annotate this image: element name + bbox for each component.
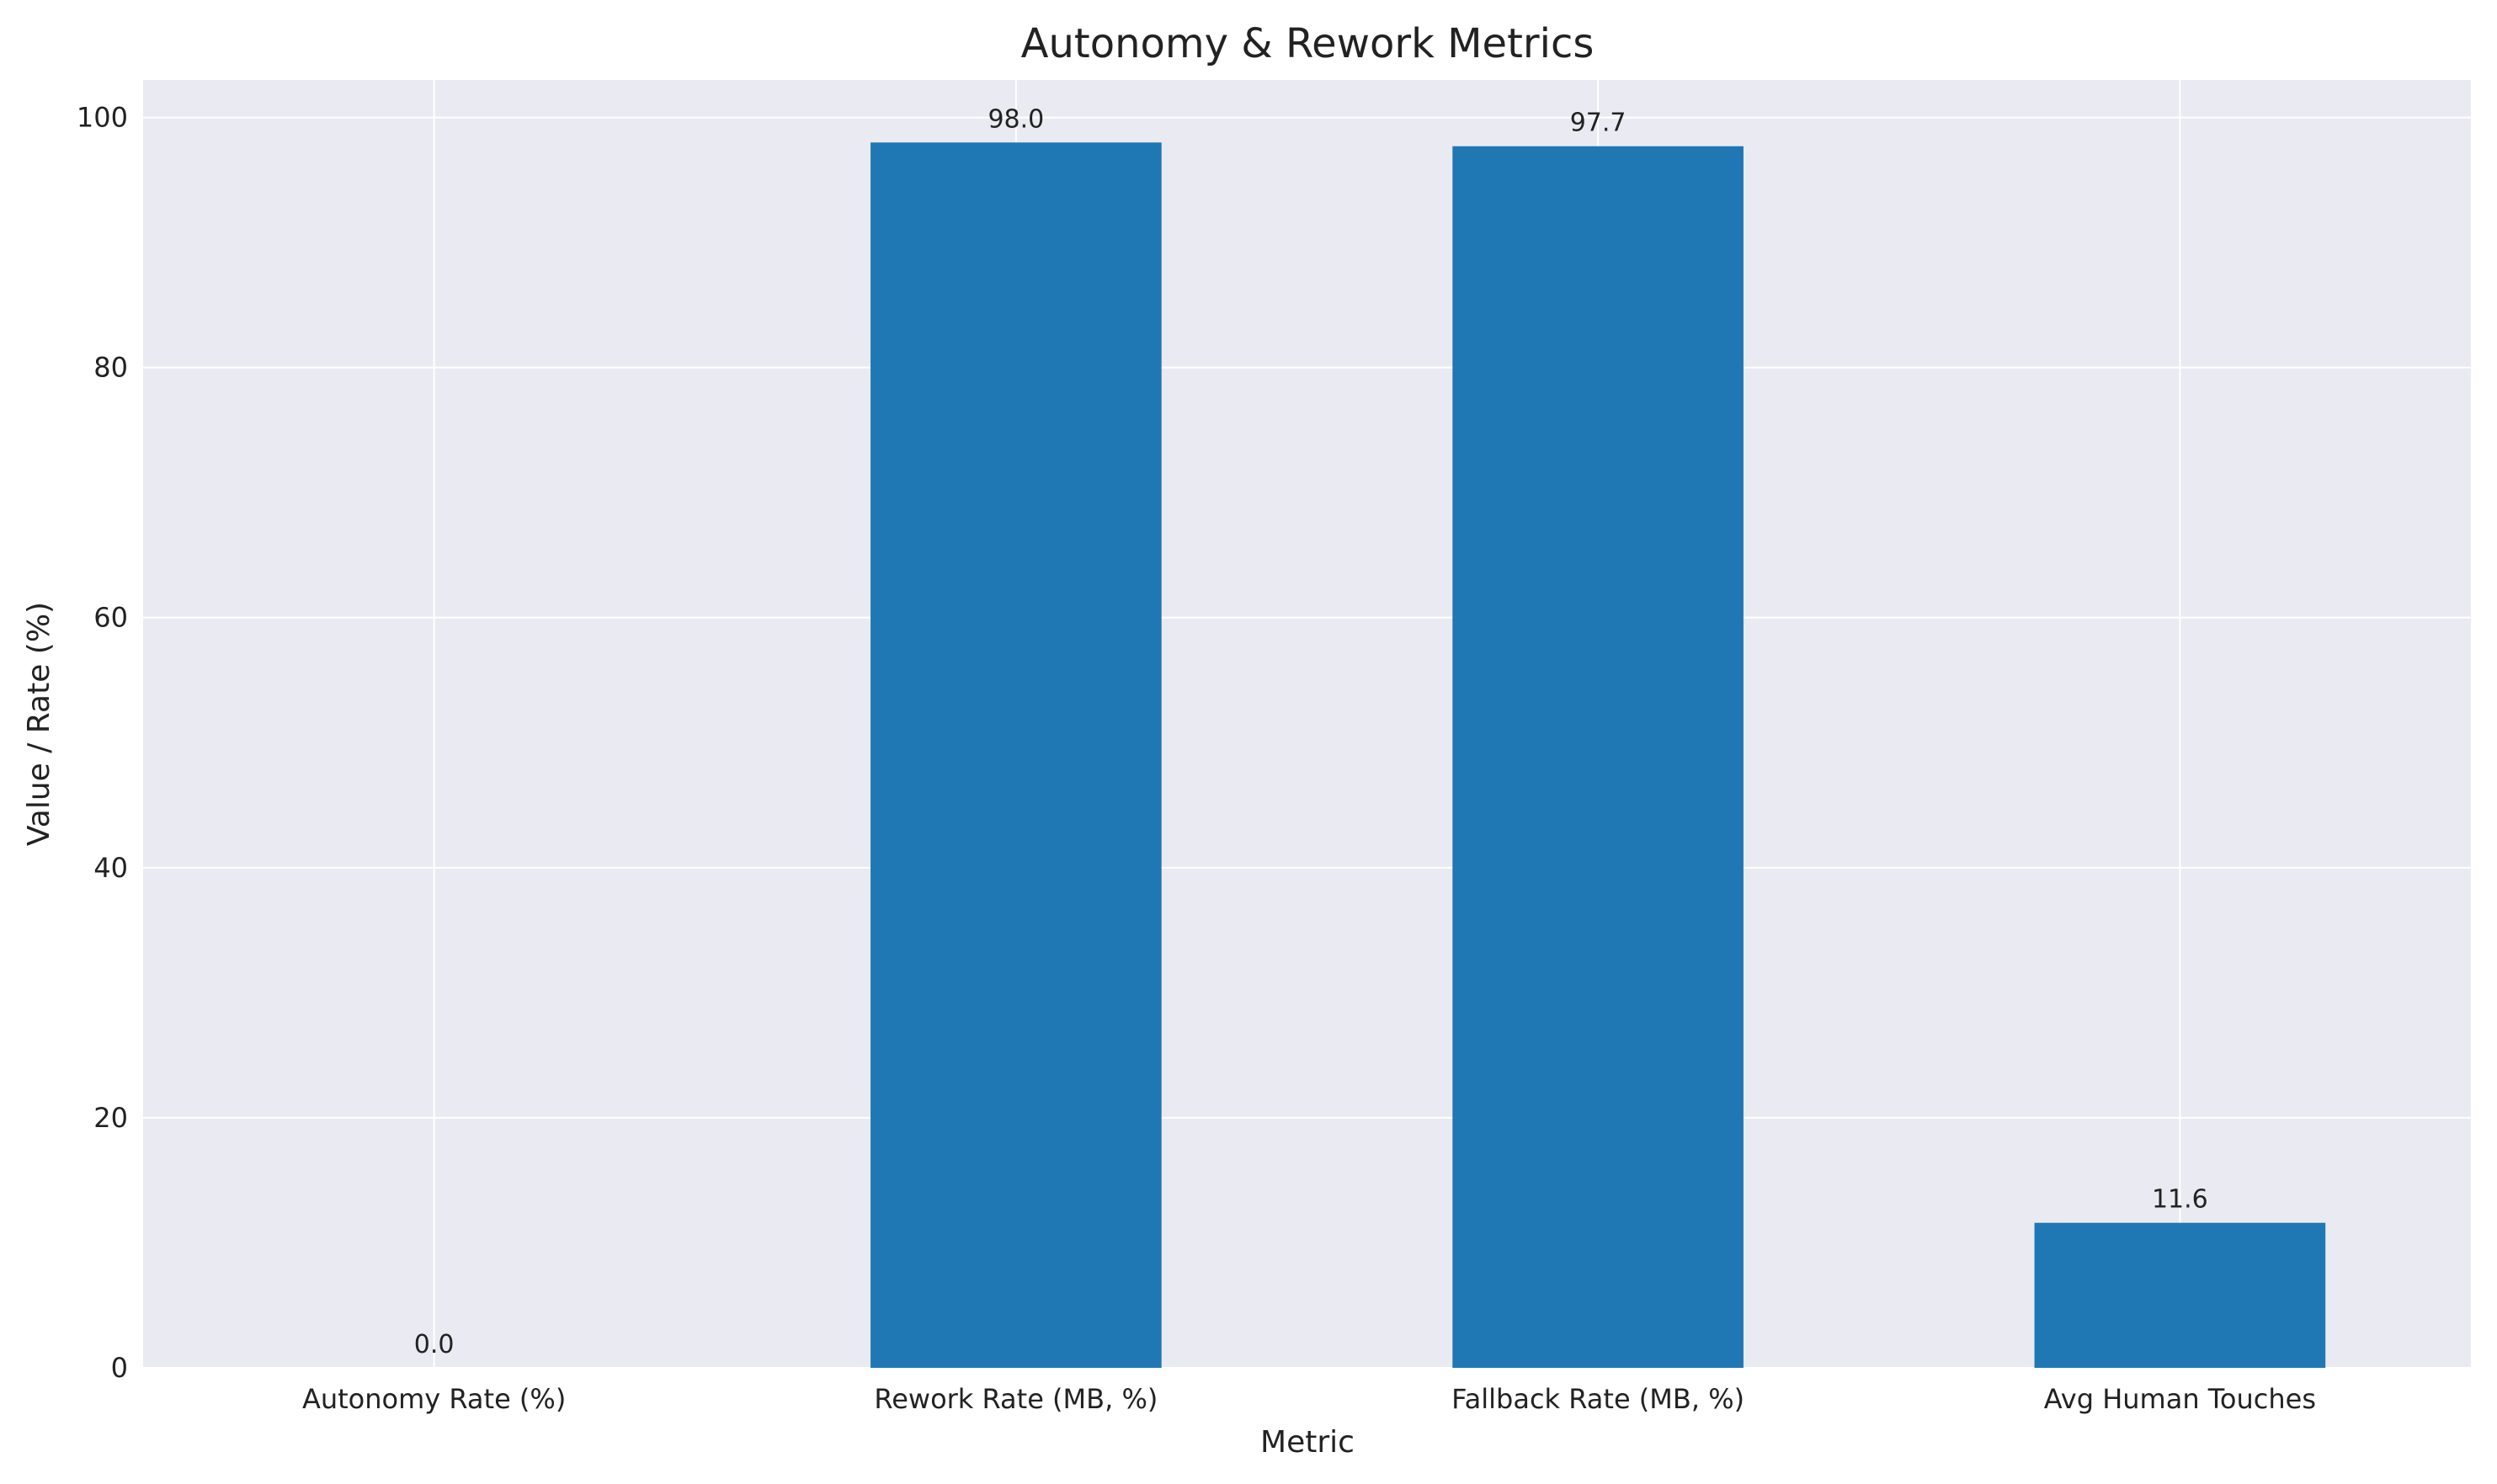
x-tick-label-4: Avg Human Touches: [2044, 1383, 2316, 1415]
bar-3: [1452, 146, 1744, 1368]
y-tick-label-1: 0: [111, 1352, 128, 1384]
x-tick-label-2: Rework Rate (MB, %): [874, 1383, 1158, 1415]
y-tick-label-2: 20: [93, 1102, 128, 1134]
y-tick-label-6: 100: [77, 102, 128, 134]
data-label-2: 98.0: [988, 104, 1044, 134]
y-tick-label-3: 40: [93, 852, 128, 884]
chart-title: Autonomy & Rework Metrics: [1021, 20, 1595, 67]
plot-area: 0.0 98.0 97.7 11.6 0 20 40 60 80 100 Autonomy Rate…: [77, 80, 2471, 1415]
plot-background: [143, 80, 2471, 1368]
data-label-1: 0.0: [414, 1330, 455, 1359]
data-label-3: 97.7: [1570, 109, 1627, 138]
x-tick-label-3: Fallback Rate (MB, %): [1451, 1383, 1744, 1415]
y-axis-label: Value / Rate (%): [22, 602, 56, 846]
y-tick-label-4: 60: [93, 602, 128, 634]
bar-2: [870, 142, 1162, 1368]
y-tick-label-5: 80: [93, 352, 128, 384]
x-tick-label-1: Autonomy Rate (%): [302, 1383, 566, 1415]
data-label-4: 11.6: [2152, 1185, 2208, 1215]
x-axis-label: Metric: [1260, 1425, 1355, 1460]
bar-4: [2034, 1222, 2326, 1368]
